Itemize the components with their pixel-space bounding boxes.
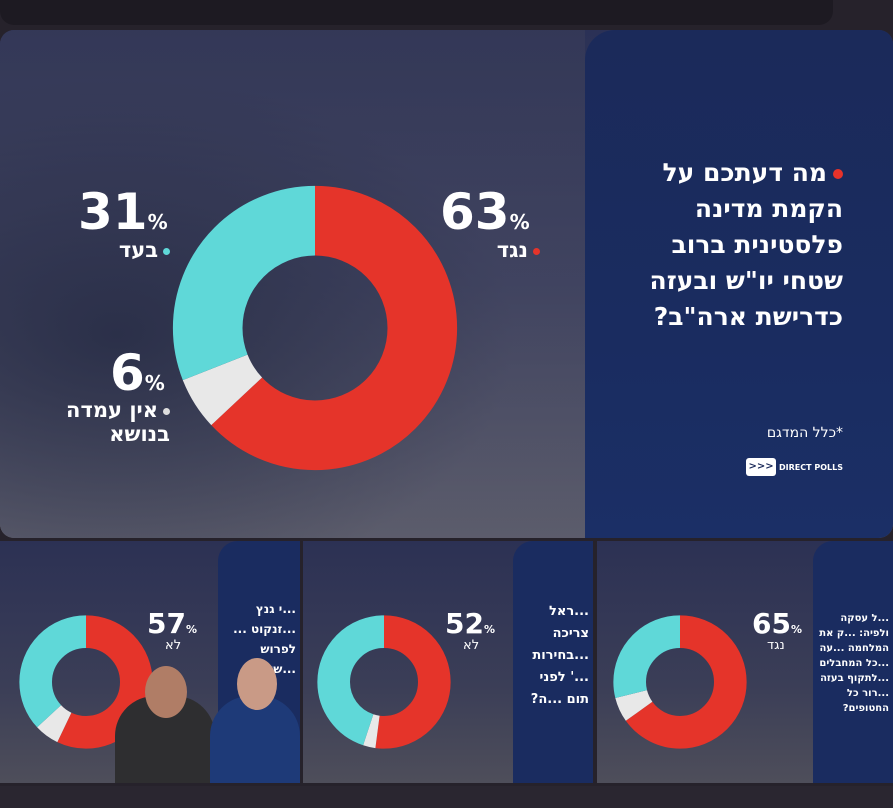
for-slice	[172, 185, 458, 471]
poll-question: ...ראל צריכה ...בחירות ...' לפני תום ...…	[530, 604, 589, 707]
donut-chart	[172, 185, 458, 471]
no-opinion-percent: 6%	[110, 344, 165, 402]
previous-post-strip	[0, 0, 833, 25]
thumbnail-1[interactable]: ...י גנץ ...זנקוט ... לפרוש ...שלה? 57% …	[0, 541, 300, 783]
against-label: נגד	[470, 238, 540, 262]
politicians-photo	[115, 658, 300, 783]
thumbnail-3[interactable]: ...ל עסקה ולפיה: ...ק את המלחמה ...עה ..…	[597, 541, 893, 783]
against-percent: 63%	[440, 183, 530, 241]
bottom-bar	[0, 786, 893, 808]
poll-question: מה דעתכם על הקמת מדינה פלסטינית ברוב שטח…	[649, 158, 843, 331]
sample-note: *כלל המדגם	[766, 425, 843, 441]
question-panel: ...ל עסקה ולפיה: ...ק את המלחמה ...עה ..…	[813, 541, 893, 783]
question-panel: מה דעתכם על הקמת מדינה פלסטינית ברוב שטח…	[585, 30, 893, 538]
main-label: לא	[165, 638, 182, 653]
main-percent: 57%	[147, 607, 197, 640]
main-label: לא	[463, 638, 480, 653]
for-slice	[19, 615, 153, 749]
for-percent: 31%	[78, 183, 168, 241]
main-label: נגד	[767, 638, 785, 653]
donut-chart	[613, 615, 747, 749]
question-panel: ...ראל צריכה ...בחירות ...' לפני תום ...…	[513, 541, 593, 783]
direct-polls-logo: >>> DIRECT POLLS	[746, 458, 843, 476]
poll-question: ...ל עסקה ולפיה: ...ק את המלחמה ...עה ..…	[819, 613, 889, 714]
main-percent: 65%	[752, 607, 802, 640]
poll-image-main[interactable]: 63% נגד 31% בעד 6% אין עמדה בנושא מה דעת…	[0, 30, 893, 538]
for-slice	[317, 615, 451, 749]
for-label: בעד	[90, 238, 170, 262]
donut-chart	[19, 615, 153, 749]
thumbnail-2[interactable]: ...ראל צריכה ...בחירות ...' לפני תום ...…	[303, 541, 593, 783]
for-slice	[613, 615, 747, 749]
donut-chart	[317, 615, 451, 749]
main-percent: 52%	[445, 607, 495, 640]
no-opinion-label: אין עמדה בנושא	[66, 398, 170, 446]
